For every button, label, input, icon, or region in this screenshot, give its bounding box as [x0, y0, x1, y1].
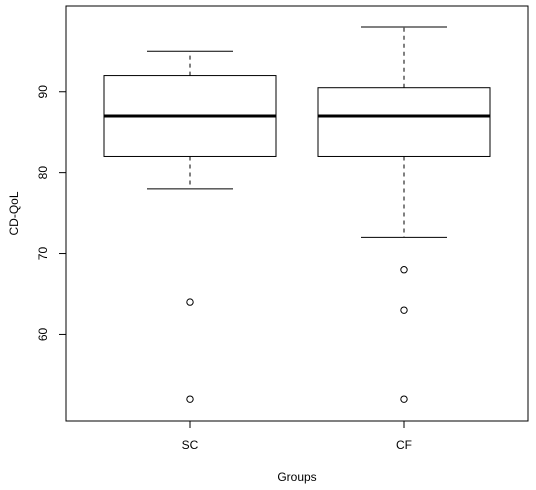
y-tick-label: 80	[36, 166, 50, 180]
outlier-point	[186, 298, 194, 306]
y-axis: 60 70 80 90	[36, 85, 67, 341]
outlier-point	[400, 306, 408, 314]
y-tick-label: 60	[36, 327, 50, 341]
plot-frame	[65, 5, 529, 422]
x-axis-label: Groups	[277, 470, 316, 484]
iqr-box	[317, 87, 491, 157]
x-axis: SC CF	[182, 420, 412, 452]
boxes-layer	[103, 26, 491, 403]
outlier-point	[400, 395, 408, 403]
box-group-cf	[317, 26, 491, 403]
x-tick-label: CF	[396, 438, 412, 452]
y-axis-label: CD-QoL	[7, 191, 21, 235]
outlier-point	[186, 395, 194, 403]
outlier-point	[400, 266, 408, 274]
box-group-sc	[103, 50, 277, 403]
y-tick-label: 90	[36, 85, 50, 99]
x-tick-label: SC	[182, 438, 199, 452]
y-tick-label: 70	[36, 247, 50, 261]
